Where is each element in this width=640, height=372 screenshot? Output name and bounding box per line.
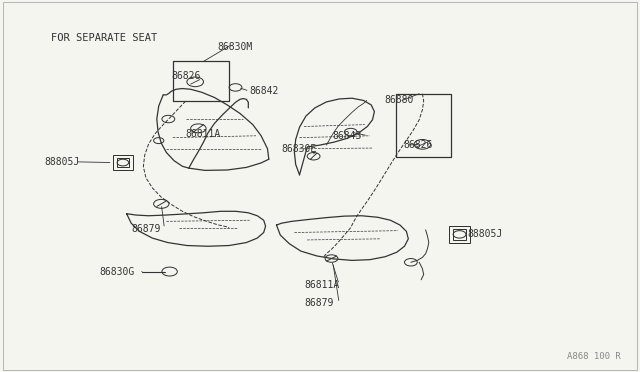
Text: FOR SEPARATE SEAT: FOR SEPARATE SEAT [51, 33, 157, 44]
Text: 88805J: 88805J [45, 157, 80, 167]
Text: 86879: 86879 [304, 298, 333, 308]
Text: 86843: 86843 [333, 131, 362, 141]
Text: 86842: 86842 [250, 86, 279, 96]
Bar [453, 229, 466, 240]
Bar [113, 155, 133, 170]
Bar [117, 158, 129, 167]
Text: 86830G: 86830G [99, 267, 134, 276]
Text: 86826: 86826 [172, 71, 201, 81]
Text: 88805J: 88805J [467, 230, 502, 239]
Text: A868 100 R: A868 100 R [567, 352, 621, 361]
Text: 86826: 86826 [403, 140, 433, 150]
Text: 86811A: 86811A [186, 129, 221, 139]
Text: 86811A: 86811A [304, 280, 339, 289]
Text: 86879: 86879 [131, 224, 161, 234]
Bar [449, 226, 470, 243]
Text: 86830M: 86830M [218, 42, 253, 51]
Text: 86880: 86880 [384, 96, 413, 105]
Text: 86830E: 86830E [282, 144, 317, 154]
